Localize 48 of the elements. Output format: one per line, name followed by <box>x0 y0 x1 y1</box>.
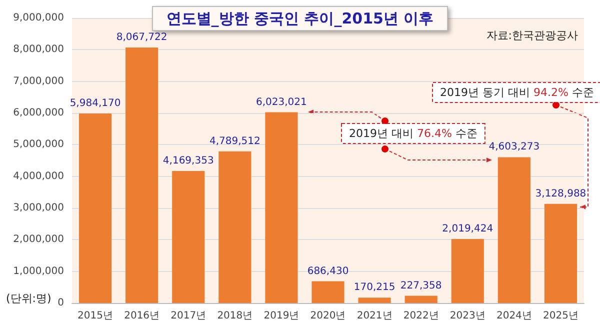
data-label: 4,169,353 <box>162 155 214 166</box>
data-label: 170,215 <box>354 282 396 294</box>
annotation: 자료:한국관광공사 <box>486 29 578 42</box>
bar <box>544 204 578 303</box>
x-tick-label: 2016년 <box>124 310 160 322</box>
data-label: 6,023,021 <box>256 96 307 108</box>
data-label: 4,603,273 <box>488 142 540 153</box>
bar <box>126 48 158 303</box>
x-tick-label: 2024년 <box>496 310 532 322</box>
data-label: 3,128,988 <box>535 188 586 200</box>
y-tick-label: 7,000,000 <box>13 76 64 87</box>
y-tick-label: 1,000,000 <box>13 266 64 277</box>
bar <box>358 298 391 303</box>
y-tick-label: 0 <box>58 298 64 308</box>
annotation: 2019년 대비 76.4% 수준 <box>349 127 478 140</box>
data-label: 227,358 <box>400 280 442 292</box>
x-tick-label: 2022년 <box>403 310 439 322</box>
x-tick-label: 2019년 <box>264 310 300 322</box>
y-tick-label: 3,000,000 <box>13 202 64 214</box>
y-tick-label: 5,000,000 <box>13 139 64 150</box>
text: (단위:명) <box>6 292 52 305</box>
y-tick-label: 4,000,000 <box>13 170 64 182</box>
x-tick-label: 2015년 <box>78 310 113 322</box>
bar <box>265 112 298 303</box>
x-tick-label: 2021년 <box>356 310 392 322</box>
chart-title: 연도별_방한 중국인 추이_2015년 이후 <box>166 10 434 28</box>
x-tick-label: 2020년 <box>310 310 346 322</box>
y-tick-label: 9,000,000 <box>13 12 64 24</box>
bar <box>78 114 112 303</box>
bar <box>498 157 530 303</box>
bar <box>451 239 484 303</box>
data-label: 5,984,170 <box>70 98 121 109</box>
data-label: 2,019,424 <box>442 224 494 235</box>
annotation: 2019년 동기 대비 94.2% 수준 <box>440 86 594 99</box>
x-tick-label: 2017년 <box>170 310 206 322</box>
y-tick-label: 8,000,000 <box>13 44 64 56</box>
bar <box>312 281 344 303</box>
bar <box>172 170 205 303</box>
x-tick-label: 2025년 <box>543 310 578 322</box>
bar <box>218 151 252 303</box>
x-tick-label: 2023년 <box>450 310 486 322</box>
bar <box>404 296 438 303</box>
data-label: 4,789,512 <box>209 136 260 147</box>
y-tick-label: 6,000,000 <box>13 108 64 118</box>
data-label: 8,067,722 <box>116 32 168 44</box>
x-tick-label: 2018년 <box>217 310 253 322</box>
y-tick-label: 2,000,000 <box>13 234 64 246</box>
data-label: 686,430 <box>307 266 349 277</box>
